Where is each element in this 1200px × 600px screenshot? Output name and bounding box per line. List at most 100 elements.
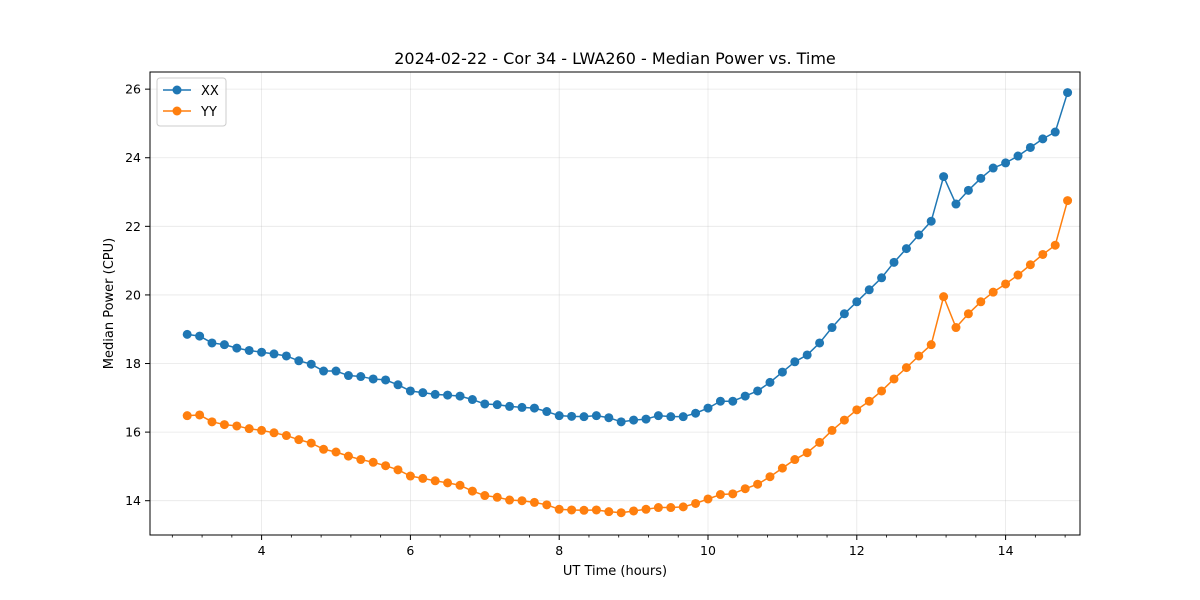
data-point-xx xyxy=(281,351,291,361)
data-point-xx xyxy=(492,400,502,410)
data-point-yy xyxy=(963,309,973,319)
data-point-xx xyxy=(505,401,515,411)
x-axis-ticks: 4 6 8 10 12 14 xyxy=(171,535,1066,558)
data-point-xx xyxy=(715,396,725,406)
data-point-xx xyxy=(1013,151,1023,161)
data-point-xx xyxy=(914,230,924,240)
data-point-yy xyxy=(877,386,887,396)
data-point-xx xyxy=(939,172,949,182)
data-point-xx xyxy=(703,403,713,413)
data-point-xx xyxy=(591,411,601,421)
data-point-yy xyxy=(182,411,192,421)
data-point-yy xyxy=(691,498,701,508)
data-point-yy xyxy=(901,363,911,373)
data-point-yy xyxy=(591,505,601,515)
data-point-xx xyxy=(1025,142,1035,152)
data-point-xx xyxy=(467,395,477,405)
data-point-xx xyxy=(269,349,279,359)
data-point-xx xyxy=(790,357,800,367)
data-point-yy xyxy=(926,340,936,350)
y-tick-label: 22 xyxy=(125,219,141,234)
data-point-yy xyxy=(331,447,341,457)
data-point-yy xyxy=(1063,196,1073,206)
x-tick-label: 8 xyxy=(555,543,563,558)
data-point-xx xyxy=(405,386,415,396)
data-point-yy xyxy=(728,489,738,499)
data-point-yy xyxy=(815,437,825,447)
x-axis-label: UT Time (hours) xyxy=(563,564,667,579)
data-point-yy xyxy=(467,486,477,496)
data-point-yy xyxy=(529,497,539,507)
data-point-xx xyxy=(802,350,812,360)
y-tick-label: 20 xyxy=(125,287,141,302)
data-point-yy xyxy=(244,424,254,434)
data-point-xx xyxy=(430,389,440,399)
data-point-xx xyxy=(889,257,899,267)
data-point-xx xyxy=(765,377,775,387)
data-point-yy xyxy=(1025,260,1035,270)
data-point-xx xyxy=(207,338,217,348)
data-point-xx xyxy=(343,371,353,381)
data-point-yy xyxy=(356,455,366,465)
legend-label-xx: XX xyxy=(201,84,219,99)
data-point-yy xyxy=(257,425,267,435)
data-point-yy xyxy=(802,448,812,458)
y-tick-label: 14 xyxy=(125,493,141,508)
data-point-xx xyxy=(691,408,701,418)
data-point-xx xyxy=(926,216,936,226)
data-point-xx xyxy=(653,411,663,421)
data-point-yy xyxy=(715,490,725,500)
data-point-yy xyxy=(455,480,465,490)
data-point-xx xyxy=(728,396,738,406)
data-point-yy xyxy=(629,506,639,516)
data-point-yy xyxy=(616,508,626,518)
data-point-yy xyxy=(988,287,998,297)
legend-label-yy: YY xyxy=(200,105,217,120)
data-point-yy xyxy=(914,351,924,361)
data-point-xx xyxy=(877,273,887,283)
data-point-yy xyxy=(368,457,378,467)
data-point-xx xyxy=(641,414,651,424)
data-point-xx xyxy=(195,331,205,341)
data-point-yy xyxy=(281,431,291,441)
data-point-yy xyxy=(641,504,651,514)
data-point-xx xyxy=(901,244,911,254)
data-point-yy xyxy=(232,421,242,431)
data-point-xx xyxy=(529,403,539,413)
data-point-yy xyxy=(777,463,787,473)
y-axis-ticks: 14 16 18 20 22 24 26 xyxy=(125,82,150,508)
data-point-yy xyxy=(827,425,837,435)
y-axis-label: Median Power (CPU) xyxy=(102,238,117,369)
data-point-xx xyxy=(579,412,589,422)
legend-marker-xx xyxy=(172,85,182,95)
data-point-yy xyxy=(852,405,862,415)
data-point-yy xyxy=(666,503,676,513)
data-point-yy xyxy=(889,374,899,384)
grid xyxy=(150,72,1080,535)
data-point-xx xyxy=(616,417,626,427)
data-point-xx xyxy=(988,163,998,173)
data-point-yy xyxy=(753,479,763,489)
data-point-yy xyxy=(653,503,663,513)
series-layer xyxy=(182,88,1073,518)
y-tick-label: 24 xyxy=(125,150,141,165)
data-point-xx xyxy=(1050,127,1060,137)
data-point-yy xyxy=(430,476,440,486)
x-tick-label: 14 xyxy=(998,543,1014,558)
data-point-yy xyxy=(567,505,577,515)
data-point-yy xyxy=(492,492,502,502)
data-point-xx xyxy=(1001,158,1011,168)
data-point-xx xyxy=(219,340,229,350)
data-point-xx xyxy=(331,366,341,376)
data-point-yy xyxy=(703,494,713,504)
data-point-xx xyxy=(864,285,874,295)
data-point-yy xyxy=(790,455,800,465)
data-point-xx xyxy=(244,345,254,355)
data-point-yy xyxy=(480,491,490,501)
data-point-yy xyxy=(343,451,353,461)
data-point-xx xyxy=(443,390,453,400)
data-point-yy xyxy=(740,484,750,494)
x-tick-label: 4 xyxy=(258,543,266,558)
data-point-xx xyxy=(294,356,304,366)
data-point-yy xyxy=(505,495,515,505)
